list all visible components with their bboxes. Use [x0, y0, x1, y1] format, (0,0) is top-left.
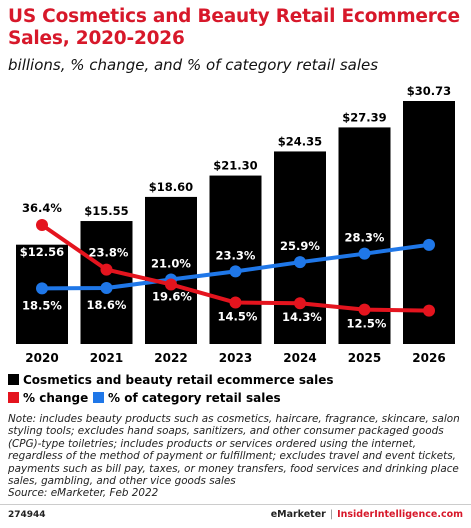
- bar-value-2025: $27.39: [342, 110, 386, 124]
- change-label-2022: 19.6%: [152, 289, 192, 303]
- share-point-2020: [36, 282, 48, 295]
- share-point-2023: [229, 265, 242, 278]
- change-point-2022: [165, 278, 177, 291]
- brand-insider: InsiderIntelligence.com: [337, 509, 463, 520]
- combo-chart: $12.56 $15.55 $18.60 $21.30 $24.35 $27.39 $30.…: [16, 84, 455, 365]
- share-label-2020: 18.5%: [22, 298, 62, 312]
- x-tick-2022: 2022: [154, 351, 187, 365]
- footer: 274944 eMarketer | InsiderIntelligence.com: [0, 504, 471, 528]
- bar-2023: [209, 175, 262, 344]
- share-label-2024: 25.9%: [280, 239, 320, 253]
- legend-swatch-share: [93, 392, 104, 403]
- chart-title: US Cosmetics and Beauty Retail Ecommerce…: [8, 6, 460, 49]
- bar-2024: [274, 151, 326, 344]
- legend-item-sales: Cosmetics and beauty retail ecommerce sa…: [8, 372, 334, 388]
- x-tick-2024: 2024: [283, 351, 316, 365]
- x-tick-2021: 2021: [90, 351, 123, 365]
- change-label-2024: 14.3%: [282, 310, 322, 324]
- share-label-2025: 28.3%: [345, 231, 385, 245]
- change-point-2024: [294, 297, 306, 310]
- change-label-2025: 12.5%: [347, 317, 387, 331]
- chart-note: Note: includes beauty products such as c…: [8, 413, 466, 500]
- bar-2022: [145, 196, 197, 344]
- legend-swatch-sales: [8, 374, 19, 385]
- change-label-2023: 14.5%: [218, 310, 258, 324]
- bar-value-2023: $21.30: [213, 159, 257, 173]
- change-point-2020: [36, 219, 48, 231]
- legend-item-share: % of category retail sales: [93, 390, 281, 406]
- share-label-2022: 21.0%: [151, 257, 191, 271]
- change-point-2025: [358, 303, 371, 316]
- change-label-2021: 23.8%: [89, 246, 129, 260]
- bar-value-2021: $15.55: [84, 204, 128, 218]
- change-point-2021: [100, 263, 113, 276]
- chart-id: 274944: [8, 510, 46, 520]
- change-label-2026: 12.2%: [409, 320, 449, 334]
- brand-emarketer: eMarketer: [270, 509, 326, 520]
- footer-brand: eMarketer | InsiderIntelligence.com: [271, 509, 463, 520]
- legend-label-change: % change: [23, 391, 89, 405]
- share-label-2023: 23.3%: [216, 248, 256, 262]
- share-label-2026: 30.8%: [409, 221, 449, 235]
- share-point-2025: [358, 247, 371, 260]
- source-text: Source: eMarketer, Feb 2022: [8, 487, 159, 500]
- x-tick-2026: 2026: [412, 351, 445, 365]
- share-point-2026: [423, 238, 435, 251]
- change-label-2020: 36.4%: [22, 201, 62, 215]
- share-point-2021: [100, 282, 113, 295]
- bar-value-2024: $24.35: [278, 134, 322, 148]
- change-point-2023: [229, 296, 242, 309]
- footer-divider: [0, 504, 471, 505]
- legend-label-sales: Cosmetics and beauty retail ecommerce sa…: [23, 373, 334, 387]
- x-tick-2023: 2023: [219, 351, 252, 365]
- note-text: Note: includes beauty products such as c…: [8, 413, 460, 488]
- x-tick-2025: 2025: [348, 351, 381, 365]
- change-point-2026: [423, 304, 435, 317]
- bar-value-2022: $18.60: [149, 180, 193, 194]
- bar-value-2020: $12.56: [20, 245, 64, 259]
- x-tick-2020: 2020: [25, 351, 58, 365]
- bar-value-2026: $30.73: [407, 84, 451, 98]
- legend-item-change: % change: [8, 390, 88, 406]
- share-point-2024: [294, 256, 306, 269]
- legend-label-share: % of category retail sales: [108, 391, 281, 405]
- chart-subtitle: billions, % change, and % of category re…: [8, 56, 379, 74]
- brand-separator: |: [329, 509, 334, 520]
- bar-2026: [403, 101, 455, 344]
- legend-swatch-change: [8, 392, 19, 403]
- share-label-2021: 18.6%: [87, 298, 127, 312]
